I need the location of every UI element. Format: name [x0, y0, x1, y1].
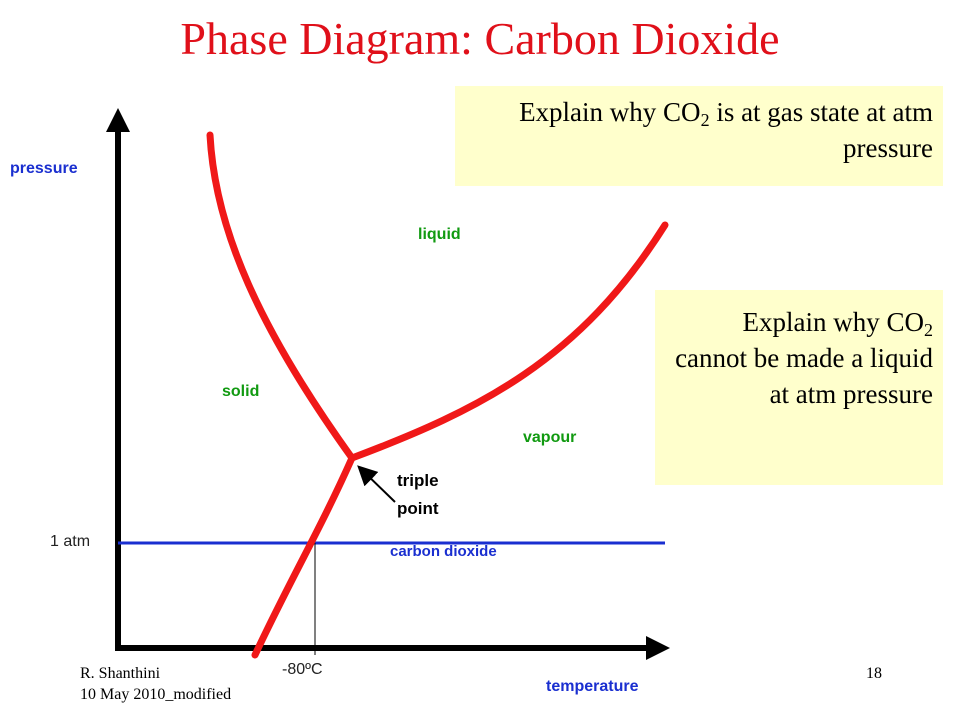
- y-axis-arrow: [106, 108, 130, 132]
- footer-author: R. Shanthini: [80, 665, 161, 682]
- callout-text: cannot be made a liquid at atm pressure: [675, 343, 933, 409]
- callout-subscript: 2: [924, 320, 933, 340]
- title: Phase Diagram: Carbon Dioxide: [180, 13, 780, 64]
- x-axis-label: temperature: [546, 678, 639, 695]
- region-label: solid: [222, 383, 260, 400]
- triple-point-label: triple: [397, 471, 439, 490]
- vaporization-curve: [348, 221, 669, 462]
- triple-point-arrow: [357, 465, 396, 503]
- callout-text: is at gas state at atm pressure: [709, 97, 933, 163]
- x-axis-arrow: [646, 636, 670, 660]
- footer-date: 10 May 2010_modified: [80, 686, 232, 703]
- pressure-mark: 1 atm: [50, 533, 91, 550]
- callout-subscript: 2: [700, 110, 710, 130]
- region-label: vapour: [523, 429, 577, 446]
- callout-text: Explain why CO: [742, 307, 925, 337]
- callout: Explain why CO2 cannot be made a liquid …: [655, 290, 943, 485]
- line-label: carbon dioxide: [390, 543, 497, 560]
- fusion-curve: [206, 131, 356, 462]
- temperature-mark: -80ºC: [282, 661, 323, 678]
- region-label: liquid: [418, 226, 461, 243]
- page-number: 18: [866, 665, 882, 682]
- sublimation-curve: [251, 454, 356, 659]
- callout: Explain why CO2 is at gas state at atm p…: [455, 86, 943, 186]
- triple-point-label: point: [397, 499, 439, 518]
- callout-text: Explain why CO: [519, 97, 701, 127]
- y-axis-label: pressure: [10, 160, 78, 177]
